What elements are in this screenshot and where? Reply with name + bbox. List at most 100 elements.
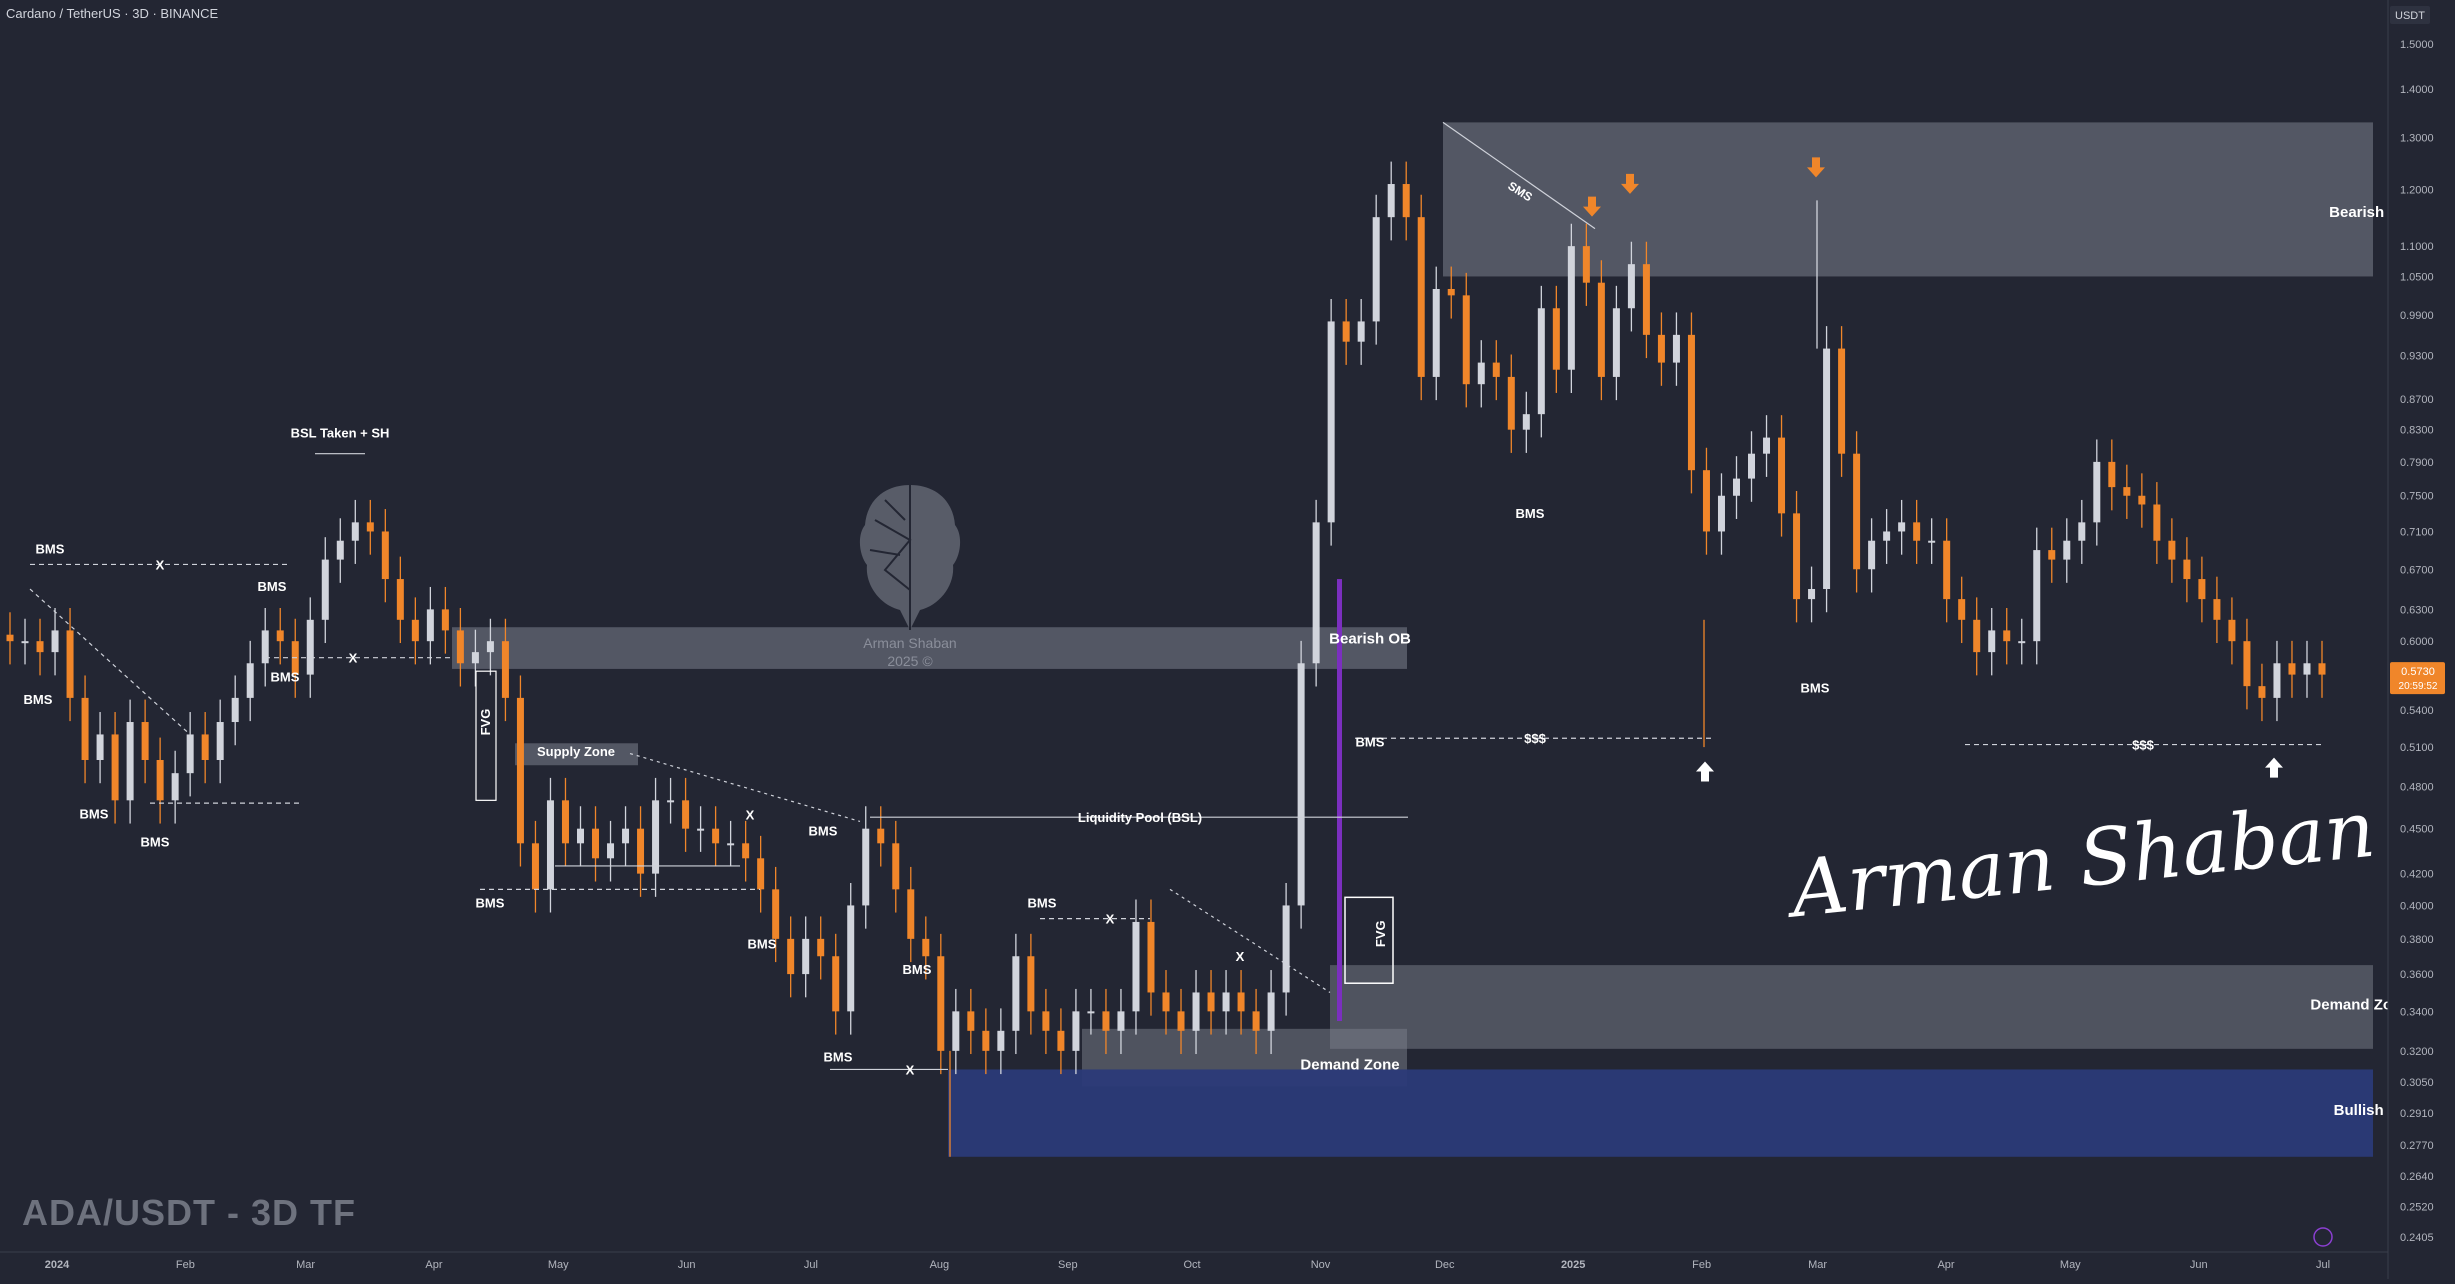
candle-body (456, 630, 464, 664)
candle-body (697, 828, 705, 831)
time-tick-label: 2024 (45, 1259, 70, 1271)
symbol-header: Cardano / TetherUS · 3D · BINANCE (6, 6, 219, 21)
annotation-bms: BMS (903, 962, 932, 977)
annotation-bms: BMS (258, 579, 287, 594)
candle-body (2078, 522, 2086, 541)
candle-body (2018, 641, 2026, 644)
candle-body (637, 828, 645, 874)
candle-body (1177, 1011, 1185, 1031)
price-tick-label: 0.2770 (2400, 1140, 2434, 1152)
candle-body (2318, 663, 2326, 675)
candle-body (712, 828, 720, 844)
candle-body (261, 630, 269, 664)
time-tick-label: Apr (425, 1259, 442, 1271)
price-tick-label: 0.6000 (2400, 636, 2434, 648)
unit-badge (2390, 6, 2430, 24)
candle-body (907, 889, 915, 939)
candle-body (1027, 956, 1035, 1012)
candle-body (1342, 321, 1350, 342)
annotation-x: X (349, 651, 358, 666)
candle-body (1958, 599, 1966, 620)
price-tick-label: 0.9300 (2400, 351, 2434, 363)
candle-body (516, 697, 524, 844)
candle-body (1117, 1011, 1125, 1031)
candle-body (141, 722, 149, 761)
watermark: Arman Shaban 2025 © (835, 480, 985, 670)
candle-body (351, 522, 359, 541)
price-tick-label: 0.7500 (2400, 491, 2434, 503)
price-tick-label: 0.8700 (2400, 394, 2434, 406)
sell-arrow-icon (1621, 173, 1639, 194)
candle-body (36, 641, 44, 653)
time-tick-label: Dec (1435, 1259, 1455, 1271)
candle-body (6, 634, 14, 642)
sell-arrow-icon (1807, 157, 1825, 178)
buy-arrow-icon (2265, 757, 2283, 778)
price-tick-label: 0.2520 (2400, 1202, 2434, 1214)
annotation-demand-zone: Demand Zone (2310, 996, 2409, 1013)
candle-body (321, 559, 329, 620)
price-tick-label: 0.4000 (2400, 900, 2434, 912)
candle-body (1312, 522, 1320, 664)
annotation-bms: BMS (141, 835, 170, 850)
candle-body (682, 800, 690, 829)
candle-body (156, 760, 164, 801)
candle-body (2048, 550, 2056, 560)
impulse-line (1337, 579, 1342, 1022)
candle-body (306, 619, 314, 675)
candle-body (1057, 1030, 1065, 1051)
candle-body (1477, 362, 1485, 385)
buy-arrow-icon (1696, 761, 1714, 782)
candle-body (892, 843, 900, 890)
candle-body (1913, 522, 1921, 541)
candle-body (1717, 495, 1725, 532)
candle-body (1522, 414, 1530, 430)
candle-body (1207, 992, 1215, 1012)
candle-body (1087, 1011, 1095, 1014)
time-tick-label: Jul (2316, 1259, 2330, 1271)
candle-body (1838, 348, 1846, 454)
annotation-bms: BMS (36, 542, 65, 557)
candle-body (1627, 264, 1635, 309)
price-tick-label: 0.3050 (2400, 1077, 2434, 1089)
candle-body (1687, 334, 1695, 471)
time-tick-label: Mar (1808, 1259, 1827, 1271)
candle-body (1492, 362, 1500, 377)
candle-body (2228, 619, 2236, 642)
price-tick-label: 0.2640 (2400, 1171, 2434, 1183)
candle-body (727, 843, 735, 846)
price-tick-label: 0.4500 (2400, 824, 2434, 836)
current-price-label: 0.5730 (2401, 666, 2435, 678)
price-tick-label: 0.4200 (2400, 869, 2434, 881)
candle-body (1267, 992, 1275, 1031)
price-tick-label: 0.3600 (2400, 969, 2434, 981)
candle-body (592, 828, 600, 859)
candle-body (336, 540, 344, 560)
price-tick-label: 0.9900 (2400, 310, 2434, 322)
bearish-ob-zone-top (1443, 122, 2373, 277)
annotation-demand-zone: Demand Zone (1300, 1056, 1399, 1073)
price-tick-label: 1.3000 (2400, 132, 2434, 144)
price-tick-label: 0.6700 (2400, 564, 2434, 576)
candle-body (607, 843, 615, 859)
candle-body (877, 828, 885, 844)
candle-body (1162, 992, 1170, 1012)
time-tick-label: Sep (1058, 1259, 1078, 1271)
annotation-bms: BMS (809, 823, 838, 838)
annotation-bms: BMS (824, 1050, 853, 1065)
price-tick-label: 0.2405 (2400, 1232, 2434, 1244)
candle-body (1297, 663, 1305, 906)
candle-body (2153, 504, 2161, 541)
time-tick-label: Apr (1937, 1259, 1954, 1271)
candle-body (787, 938, 795, 975)
candle-body (1883, 531, 1891, 541)
candles-group (6, 161, 2326, 1075)
annotation--: $$$ (1524, 731, 1546, 746)
price-tick-label: 0.6300 (2400, 604, 2434, 616)
candle-body (1702, 470, 1710, 532)
candle-body (1597, 282, 1605, 377)
candle-body (21, 641, 29, 644)
candle-body (997, 1030, 1005, 1051)
